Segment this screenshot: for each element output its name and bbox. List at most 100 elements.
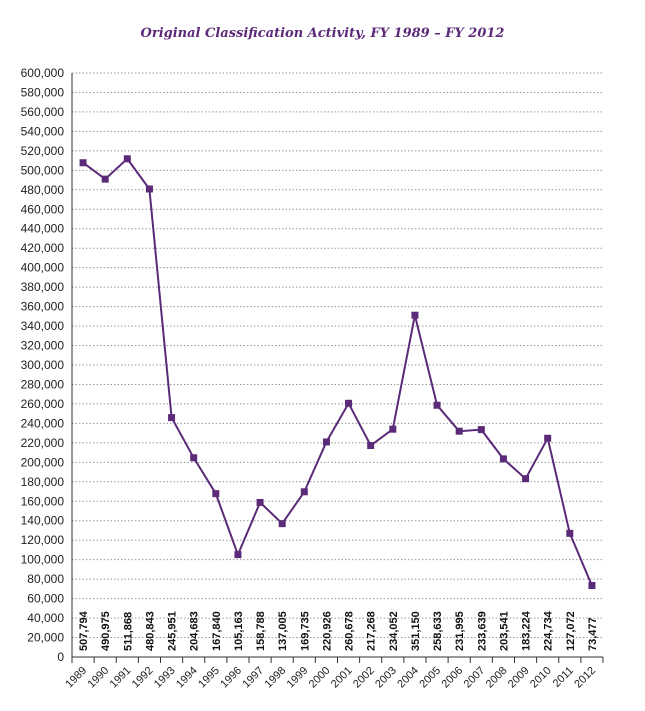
data-point-marker — [278, 520, 286, 528]
data-label: 127,072 — [565, 611, 577, 651]
x-tick-label: 2002 — [351, 665, 377, 691]
data-point-marker — [101, 175, 109, 183]
data-label: 217,268 — [366, 611, 378, 651]
x-tick-label: 1996 — [218, 665, 244, 691]
x-tick-label: 2006 — [440, 665, 466, 691]
data-point-marker — [79, 159, 87, 167]
data-label: 511,868 — [122, 612, 134, 651]
data-point-marker — [499, 455, 507, 463]
y-tick-label: 500,000 — [21, 163, 65, 177]
data-label: 220,926 — [321, 611, 333, 651]
series-layer — [79, 155, 596, 589]
x-tick-label: 2008 — [484, 665, 510, 691]
y-tick-label: 600,000 — [21, 66, 65, 80]
y-tick-label: 360,000 — [21, 300, 65, 314]
data-point-marker — [544, 434, 552, 442]
data-label: 137,005 — [277, 611, 289, 651]
y-tick-label: 240,000 — [21, 416, 65, 430]
data-label: 203,541 — [498, 611, 510, 651]
data-label: 480,843 — [144, 611, 156, 651]
y-tick-label: 200,000 — [21, 455, 65, 469]
data-point-marker — [367, 442, 375, 450]
data-label: 234,052 — [388, 611, 400, 651]
y-tick-label: 60,000 — [27, 592, 64, 606]
x-tick-label: 1989 — [63, 665, 89, 691]
y-tick-label: 260,000 — [21, 397, 65, 411]
y-tick-label: 380,000 — [21, 280, 65, 294]
data-label: 169,735 — [299, 611, 311, 651]
y-tick-label: 480,000 — [21, 183, 65, 197]
y-tick-label: 20,000 — [27, 631, 64, 645]
data-point-marker — [389, 425, 397, 433]
gridlines — [72, 72, 603, 639]
x-tick-label: 2001 — [329, 665, 355, 691]
data-label: 245,951 — [167, 611, 179, 651]
data-label: 233,639 — [476, 611, 488, 651]
y-tick-label: 0 — [57, 650, 64, 664]
y-tick-label: 540,000 — [21, 124, 65, 138]
data-point-marker — [345, 399, 353, 407]
data-labels: 507,794 490,975 511,868 480,843 245,951 204,6… — [78, 610, 599, 651]
x-tick-label: 2003 — [373, 665, 399, 691]
data-label: 507,794 — [78, 610, 90, 651]
y-tick-label: 80,000 — [27, 572, 64, 586]
data-label: 183,224 — [521, 610, 533, 651]
data-point-marker — [322, 438, 330, 446]
x-tick-label: 2004 — [395, 665, 421, 691]
x-axis-tick-labels: 1989199019911992199319941995199619971998… — [63, 665, 598, 691]
y-tick-label: 120,000 — [21, 533, 65, 547]
y-tick-label: 180,000 — [21, 475, 65, 489]
x-tick-label: 2012 — [572, 665, 598, 691]
data-label: 158,788 — [255, 611, 267, 651]
x-tick-label: 2009 — [506, 665, 532, 691]
data-point-marker — [256, 498, 264, 506]
x-tick-label: 2010 — [528, 665, 554, 691]
x-tick-label: 1991 — [108, 665, 134, 691]
data-point-marker — [411, 311, 419, 319]
x-tick-label: 2000 — [307, 665, 333, 691]
y-tick-label: 280,000 — [21, 377, 65, 391]
data-point-marker — [123, 155, 131, 163]
data-point-marker — [190, 454, 198, 462]
y-tick-label: 100,000 — [21, 553, 65, 567]
x-tick-label: 1990 — [86, 665, 112, 691]
y-tick-label: 160,000 — [21, 494, 65, 508]
data-point-marker — [522, 475, 530, 483]
y-tick-label: 300,000 — [21, 358, 65, 372]
data-label: 490,975 — [100, 611, 112, 651]
data-label: 105,163 — [233, 611, 245, 651]
x-tick-label: 1998 — [263, 665, 289, 691]
data-label: 204,683 — [189, 611, 201, 651]
data-point-marker — [433, 401, 441, 409]
axes — [71, 73, 604, 663]
y-tick-label: 520,000 — [21, 144, 65, 158]
y-tick-label: 320,000 — [21, 339, 65, 353]
data-label: 260,678 — [344, 611, 356, 651]
y-tick-label: 560,000 — [21, 105, 65, 119]
data-point-marker — [234, 551, 242, 559]
y-axis-tick-labels: 0 20,000 40,000 60,000 80,000 100,000 120,000 1… — [21, 66, 65, 664]
x-tick-label: 2005 — [417, 665, 443, 691]
data-point-marker — [168, 414, 176, 422]
data-label: 231,995 — [454, 611, 466, 651]
x-tick-label: 2011 — [551, 665, 576, 690]
data-label: 351,150 — [410, 611, 422, 651]
data-point-marker — [588, 581, 596, 589]
data-label: 167,840 — [211, 611, 223, 651]
y-tick-label: 420,000 — [21, 241, 65, 255]
x-tick-label: 1992 — [130, 665, 156, 691]
series-line — [82, 157, 593, 586]
data-point-marker — [300, 488, 308, 496]
x-tick-label: 2007 — [462, 665, 488, 691]
y-tick-label: 400,000 — [21, 261, 65, 275]
x-tick-label: 1995 — [196, 665, 222, 691]
y-tick-label: 440,000 — [21, 222, 65, 236]
data-label: 73,477 — [587, 617, 599, 651]
x-tick-label: 1999 — [285, 665, 311, 691]
data-point-marker — [455, 427, 463, 435]
x-tick-label: 1997 — [240, 665, 266, 691]
data-point-marker — [566, 529, 574, 537]
data-point-marker — [212, 490, 220, 498]
x-tick-label: 1993 — [152, 665, 178, 691]
